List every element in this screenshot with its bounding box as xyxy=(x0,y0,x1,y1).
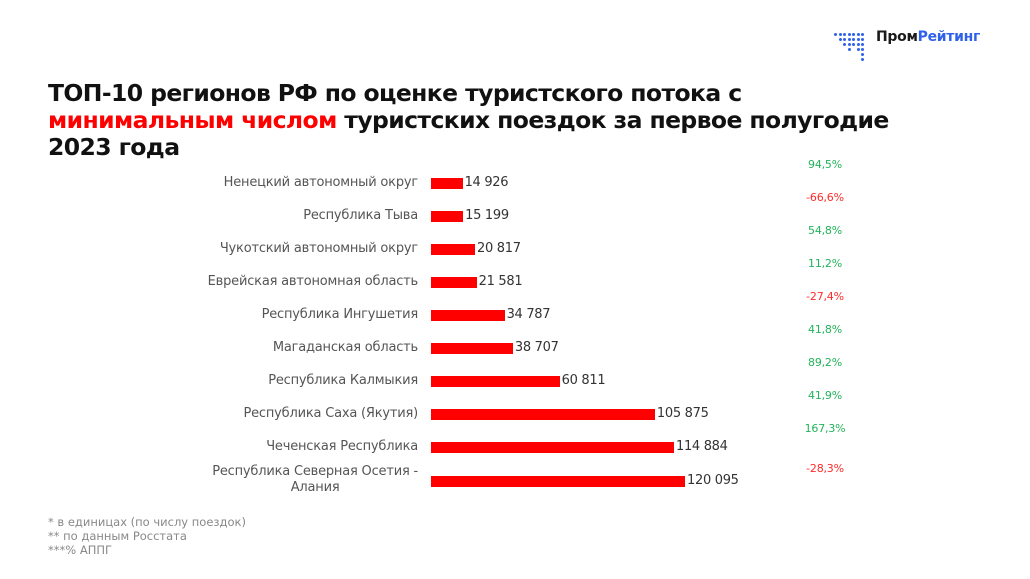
chart-row: Республика Саха (Якутия) 105 875 41,9% xyxy=(0,389,1030,429)
region-label: Чукотский автономный округ xyxy=(219,241,418,256)
change-pct: 54,8% xyxy=(808,224,842,237)
chart-row: Еврейская автономная область 21 581 11,2% xyxy=(0,257,1030,297)
bar-value-label: 105 875 xyxy=(656,406,709,421)
footnotes: * в единицах (по числу поездок) ** по да… xyxy=(48,515,246,557)
bar-value-label: 114 884 xyxy=(675,439,728,454)
bar-value-label: 21 581 xyxy=(478,274,523,289)
region-label: Республика Тыва xyxy=(303,208,418,223)
change-pct: 89,2% xyxy=(808,356,842,369)
bar-value-label: 60 811 xyxy=(561,373,606,388)
chart-row: Республика Тыва 15 199 -66,6% xyxy=(0,191,1030,231)
chart-row: Чеченская Республика 114 884 167,3% xyxy=(0,422,1030,462)
change-pct: 11,2% xyxy=(808,257,842,270)
bar xyxy=(431,476,685,487)
chart-row: Республика Калмыкия 60 811 89,2% xyxy=(0,356,1030,396)
bar xyxy=(431,442,674,453)
change-pct: -28,3% xyxy=(806,462,844,475)
change-pct: 41,9% xyxy=(808,389,842,402)
footnote: * в единицах (по числу поездок) xyxy=(48,515,246,529)
change-pct: 41,8% xyxy=(808,323,842,336)
bar xyxy=(431,211,464,222)
title-highlight: минимальным числом xyxy=(48,106,337,134)
logo-text: ПромРейтинг xyxy=(876,29,980,45)
bar-value-label: 34 787 xyxy=(506,307,551,322)
region-label: Республика Северная Осетия - Алания xyxy=(212,464,418,495)
bar xyxy=(431,409,655,420)
bar xyxy=(431,310,505,321)
chart-row: Ненецкий автономный округ 14 926 94,5% xyxy=(0,158,1030,198)
footnote: ** по данным Росстата xyxy=(48,529,187,543)
change-pct: -66,6% xyxy=(806,191,844,204)
bar xyxy=(431,244,476,255)
region-label: Еврейская автономная область xyxy=(207,274,419,289)
region-label: Республика Ингушетия xyxy=(261,307,419,322)
change-pct: 94,5% xyxy=(808,158,842,171)
bar xyxy=(431,178,463,189)
region-label: Чеченская Республика xyxy=(266,439,418,454)
chart-row: Чукотский автономный округ 20 817 54,8% xyxy=(0,224,1030,264)
bar xyxy=(431,376,560,387)
chart-title: ТОП-10 регионов РФ по оценке туристского… xyxy=(48,79,889,161)
bar xyxy=(431,343,513,354)
bar-value-label: 15 199 xyxy=(465,208,509,223)
change-pct: 167,3% xyxy=(804,422,846,435)
chart-row: Республика Ингушетия 34 787 -27,4% xyxy=(0,290,1030,330)
region-label: Магаданская область xyxy=(272,340,418,355)
bar-value-label: 120 095 xyxy=(687,473,739,488)
region-label: Республика Саха (Якутия) xyxy=(243,406,418,421)
logo-dots-icon xyxy=(834,23,866,61)
bar-value-label: 38 707 xyxy=(514,340,559,355)
region-label: Ненецкий автономный округ xyxy=(223,175,419,190)
bar xyxy=(431,277,477,288)
footnote: ***% АППГ xyxy=(48,543,113,557)
region-label: Республика Калмыкия xyxy=(268,373,418,388)
chart-row: Республика Северная Осетия - Алания 120 09… xyxy=(0,462,1030,496)
change-pct: -27,4% xyxy=(806,290,844,303)
bar-value-label: 14 926 xyxy=(464,175,509,190)
chart-row: Магаданская область 38 707 41,8% xyxy=(0,323,1030,363)
bar-value-label: 20 817 xyxy=(477,241,521,256)
promrating-logo: ПромРейтинг xyxy=(834,23,980,61)
